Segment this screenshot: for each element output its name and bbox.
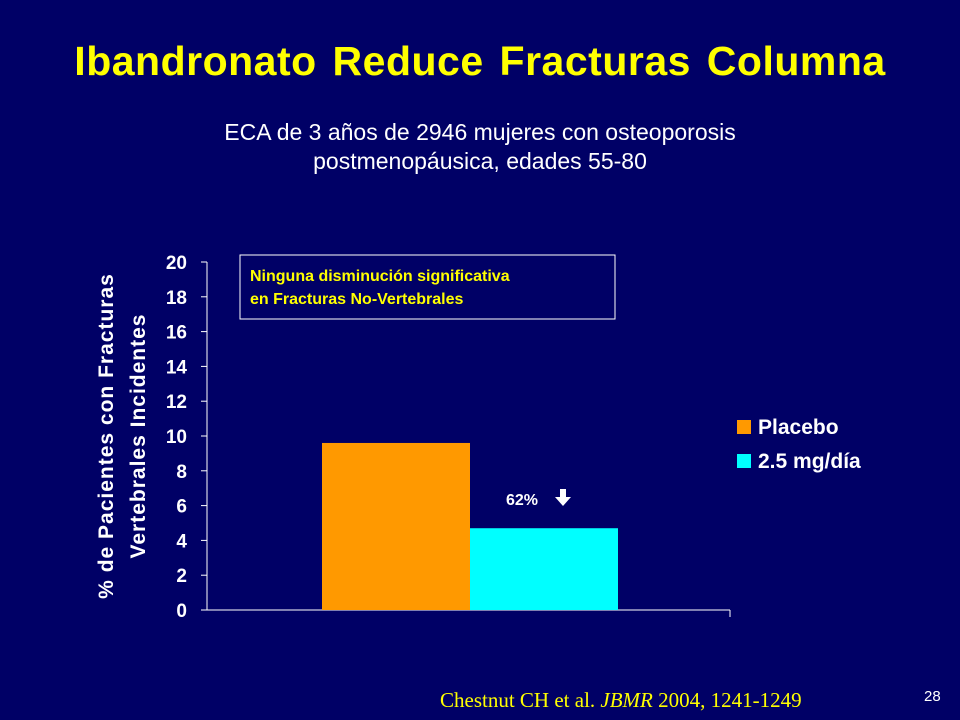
slide-subtitle: ECA de 3 años de 2946 mujeres con osteop…	[0, 118, 960, 176]
bar-placebo	[322, 442, 470, 610]
y-tick-label: 0	[176, 601, 187, 622]
citation: Chestnut CH et al. JBMR 2004, 1241-1249	[440, 688, 802, 713]
slide-number: 28	[924, 688, 941, 705]
y-tick-label: 16	[166, 323, 187, 344]
legend-swatch	[737, 420, 751, 434]
chart-legend: Placebo 2.5 mg/día	[737, 416, 861, 473]
note-box: Ninguna disminución significativa en Fra…	[239, 254, 616, 320]
y-tick-label: 4	[176, 531, 187, 552]
citation-author: Chestnut CH et al.	[440, 688, 596, 712]
y-tick-label: 8	[176, 462, 187, 483]
y-tick-label: 18	[166, 288, 187, 309]
slide-title: Ibandronato Reduce Fracturas Columna	[74, 38, 886, 84]
y-axis-label-line-2: Vertebrales Incidentes	[127, 314, 150, 559]
reduction-label: 62%	[506, 492, 538, 509]
chart-axes: 0 2 4 6 8 10 12 14 16 18 20	[166, 253, 731, 622]
reduction-annotation: 62%	[506, 489, 571, 509]
subtitle-line-1: ECA de 3 años de 2946 mujeres con osteop…	[224, 119, 736, 145]
citation-details: 2004, 1241-1249	[658, 688, 802, 712]
chart-bars	[322, 442, 618, 610]
note-line-1: Ninguna disminución significativa	[250, 268, 510, 285]
note-box-border	[239, 254, 616, 320]
legend-label: Placebo	[758, 416, 839, 439]
note-line-2: en Fracturas No-Vertebrales	[250, 291, 464, 308]
citation-journal: JBMR	[600, 688, 653, 712]
bar-treatment	[470, 528, 618, 610]
y-tick-label: 6	[176, 497, 187, 518]
subtitle-line-2: postmenopáusica, edades 55-80	[313, 148, 647, 174]
legend-label: 2.5 mg/día	[758, 450, 861, 473]
y-axis-label: % de Pacientes con Fracturas Vertebrales…	[95, 273, 150, 599]
y-tick-label: 14	[166, 357, 188, 378]
y-axis-label-line-1: % de Pacientes con Fracturas	[95, 273, 118, 599]
legend-swatch	[737, 454, 751, 468]
y-tick-label: 10	[166, 427, 187, 448]
down-arrow-icon	[555, 489, 571, 506]
y-tick-label: 12	[166, 392, 187, 413]
y-tick-label: 2	[176, 566, 187, 587]
y-tick-label: 20	[166, 253, 187, 274]
